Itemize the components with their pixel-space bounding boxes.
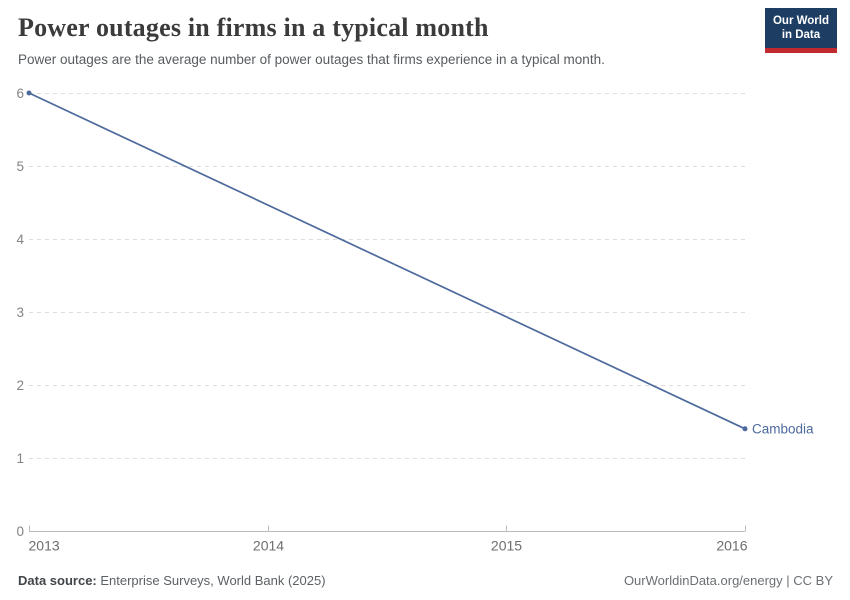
datasource-text: Enterprise Surveys, World Bank (2025) (96, 573, 326, 588)
data-point-marker (26, 90, 32, 96)
data-point-marker (742, 426, 748, 432)
page-subtitle: Power outages are the average number of … (18, 52, 605, 67)
entity-label-cambodia[interactable]: Cambodia (752, 421, 814, 436)
footer-datasource: Data source: Enterprise Surveys, World B… (18, 573, 326, 588)
y-tick-label: 3 (16, 305, 24, 320)
series-line-cambodia[interactable] (28, 92, 746, 430)
x-tick-label: 2013 (29, 538, 60, 554)
y-tick-label: 5 (16, 159, 24, 174)
owid-logo-line1: Our World (772, 15, 829, 27)
y-tick-label: 6 (16, 86, 24, 101)
footer-credit[interactable]: OurWorldinData.org/energy | CC BY (623, 573, 833, 588)
datasource-label: Data source: (18, 573, 97, 588)
x-tick-label: 2015 (491, 538, 522, 554)
owid-logo-line2: in Data (781, 28, 821, 41)
page-title: Power outages in firms in a typical mont… (18, 13, 489, 42)
y-tick-label: 4 (16, 232, 24, 247)
x-tick-label: 2014 (253, 538, 284, 554)
owid-logo[interactable]: Our World in Data (764, 8, 837, 53)
y-tick-label: 0 (16, 524, 24, 539)
y-tick-label: 2 (16, 378, 24, 393)
footer: Data source: Enterprise Surveys, World B… (0, 573, 850, 588)
y-tick-label: 1 (16, 451, 24, 466)
x-tick-label: 2016 (716, 538, 747, 554)
